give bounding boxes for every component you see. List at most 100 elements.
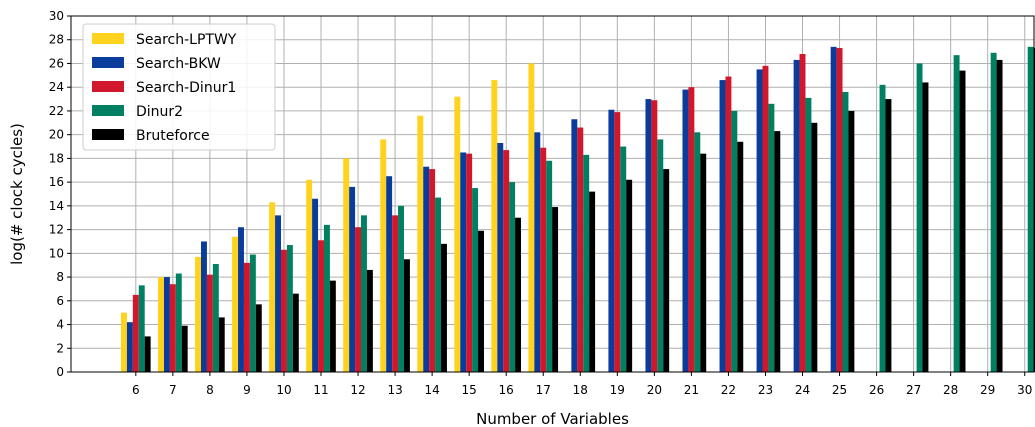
y-tick-label: 2 (56, 341, 64, 355)
bar-search-lptwy-14 (417, 115, 424, 373)
bar-bruteforce-20 (663, 169, 670, 372)
bar-bruteforce-23 (774, 131, 781, 372)
y-tick-label: 14 (49, 199, 64, 213)
bar-search-dinur1-23 (762, 65, 769, 372)
bar-search-dinur1-8 (206, 274, 213, 372)
x-axis-ticks: 6 7 8 9 10 11 12 13 14 15 16 17 18 19 20 21 22 23 24 25 26 27… (132, 372, 1032, 397)
x-tick-label: 19 (610, 383, 625, 397)
bar-search-lptwy-16 (491, 80, 498, 372)
y-tick-label: 16 (49, 175, 64, 189)
legend-box (82, 23, 276, 151)
bar-search-bkw-23 (756, 69, 763, 373)
bar-search-lptwy-6 (121, 312, 127, 372)
bar-dinur2-22 (731, 110, 738, 372)
bar-bruteforce-12 (366, 269, 373, 372)
bar-search-bkw-11 (312, 198, 319, 372)
bar-dinur2-9 (249, 254, 256, 372)
bar-dinur2-14 (435, 197, 442, 372)
legend-swatch (92, 129, 124, 140)
x-tick-label: 21 (684, 383, 699, 397)
bar-search-dinur1-21 (688, 87, 695, 372)
legend-label: Search-Dinur1 (136, 80, 236, 96)
bar-search-lptwy-7 (158, 277, 164, 372)
bar-search-bkw-16 (497, 142, 504, 372)
bar-dinur2-16 (509, 182, 516, 372)
bar-dinur2-15 (472, 188, 479, 372)
x-tick-label: 29 (980, 383, 995, 397)
y-tick-label: 20 (49, 128, 64, 142)
bar-search-bkw-21 (682, 89, 689, 372)
bar-bruteforce-19 (626, 179, 633, 372)
bar-bruteforce-22 (737, 141, 744, 372)
x-tick-label: 23 (758, 383, 773, 397)
bar-dinur2-28 (953, 55, 960, 372)
bar-search-bkw-24 (793, 59, 800, 372)
bar-dinur2-21 (694, 132, 701, 372)
x-tick-label: 10 (276, 383, 291, 397)
bar-dinur2-25 (842, 91, 849, 373)
bar-bruteforce-14 (441, 243, 447, 372)
bar-bruteforce-7 (181, 325, 188, 372)
bar-dinur2-11 (323, 224, 330, 372)
bar-search-lptwy-8 (195, 256, 202, 372)
y-axis-label: log(# clock cycles) (8, 123, 26, 265)
bar-search-lptwy-11 (306, 179, 313, 372)
x-tick-label: 27 (906, 383, 921, 397)
bar-bruteforce-9 (255, 304, 262, 372)
bar-dinur2-12 (361, 215, 367, 372)
x-tick-label: 15 (462, 383, 477, 397)
bar-bruteforce-24 (811, 122, 818, 372)
x-tick-label: 13 (387, 383, 402, 397)
bar-search-bkw-18 (571, 119, 578, 373)
x-tick-label: 30 (1017, 383, 1032, 397)
bar-dinur2-8 (212, 264, 219, 372)
legend: Search-LPTWY Search-BKW Search-Dinur1 Dinur… (82, 23, 276, 151)
bar-search-dinur1-11 (318, 240, 324, 372)
bar-search-dinur1-14 (429, 169, 436, 372)
x-tick-label: 28 (943, 383, 958, 397)
bar-search-bkw-9 (238, 227, 244, 372)
bar-dinur2-30 (1027, 46, 1034, 372)
bar-bruteforce-26 (885, 99, 892, 373)
x-tick-label: 16 (499, 383, 514, 397)
bar-search-bkw-14 (423, 166, 430, 372)
bar-search-bkw-12 (349, 186, 356, 372)
bar-search-dinur1-20 (651, 100, 658, 373)
bar-bruteforce-6 (144, 336, 151, 372)
bar-bruteforce-28 (959, 70, 966, 372)
x-tick-label: 25 (832, 383, 847, 397)
plot-frame (70, 15, 1035, 373)
bar-search-bkw-7 (163, 277, 170, 372)
bar-search-bkw-22 (719, 80, 726, 372)
y-tick-label: 24 (49, 80, 64, 94)
bar-bruteforce-15 (478, 230, 484, 372)
bar-search-bkw-8 (201, 241, 207, 372)
bar-search-lptwy-10 (269, 202, 276, 372)
bar-dinur2-20 (657, 139, 664, 372)
x-tick-label: 17 (536, 383, 551, 397)
bar-dinur2-6 (138, 285, 145, 372)
bars (121, 46, 1035, 373)
y-tick-label: 6 (56, 294, 64, 308)
y-tick-label: 18 (49, 151, 64, 165)
bar-bruteforce-8 (218, 317, 225, 372)
bar-search-dinur1-10 (281, 249, 287, 372)
bar-search-dinur1-17 (540, 147, 547, 372)
y-tick-label: 28 (49, 33, 64, 47)
x-tick-label: 8 (206, 383, 214, 397)
x-tick-label: 22 (721, 383, 736, 397)
bar-search-dinur1-6 (132, 294, 139, 372)
bar-dinur2-7 (175, 273, 182, 372)
x-tick-label: 12 (350, 383, 365, 397)
bar-search-bkw-15 (460, 152, 467, 372)
legend-swatch (92, 81, 124, 92)
bar-dinur2-29 (990, 52, 997, 372)
x-tick-label: 24 (795, 383, 810, 397)
y-tick-label: 22 (49, 104, 64, 118)
bar-search-dinur1-13 (392, 215, 399, 372)
bar-bruteforce-13 (403, 259, 410, 372)
y-tick-label: 4 (56, 318, 64, 332)
bar-bruteforce-21 (700, 153, 707, 372)
bar-dinur2-19 (620, 146, 627, 372)
